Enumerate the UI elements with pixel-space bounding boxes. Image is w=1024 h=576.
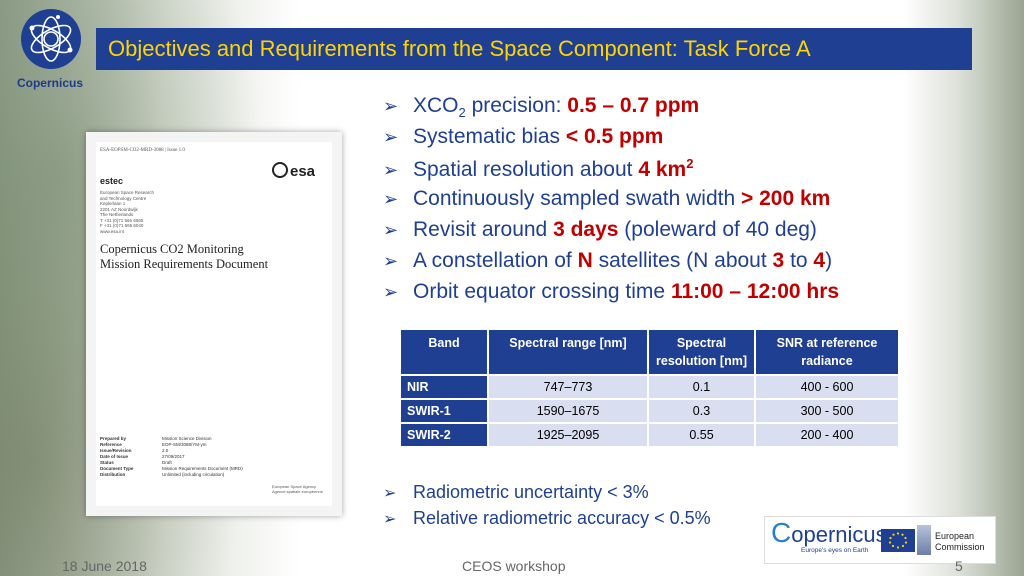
ec-building-icon bbox=[917, 525, 931, 555]
copernicus-tagline: Europe's eyes on Earth bbox=[801, 547, 869, 554]
arrow-bullet-icon: ➢ bbox=[383, 127, 399, 147]
arrow-bullet-icon: ➢ bbox=[383, 220, 399, 240]
ec-label: European Commission bbox=[935, 531, 985, 552]
header-spectral-resolution: Spectral resolution [nm] bbox=[647, 328, 756, 376]
bullet-radiometric-uncertainty: ➢ Radiometric uncertainty < 3% bbox=[383, 482, 649, 502]
bullet-revisit: ➢ Revisit around 3 days (poleward of 40 d… bbox=[383, 218, 817, 241]
arrow-bullet-icon: ➢ bbox=[383, 511, 397, 528]
background-right bbox=[904, 0, 1024, 576]
doc-meta: Prepared by Reference Issue/Revision Date o… bbox=[100, 436, 243, 477]
logo-label: Copernicus bbox=[16, 76, 83, 90]
doc-title-line1: Copernicus CO2 Monitoring bbox=[100, 242, 244, 256]
arrow-bullet-icon: ➢ bbox=[383, 485, 397, 502]
header-band: Band bbox=[399, 328, 489, 376]
esa-logo: esa bbox=[272, 162, 315, 180]
bullet-swath: ➢ Continuously sampled swath width > 200 … bbox=[383, 187, 831, 210]
bullet-orbit: ➢ Orbit equator crossing time 11:00 – 12:… bbox=[383, 280, 840, 303]
bullet-constellation: ➢ A constellation of N satellites (N abou… bbox=[383, 249, 833, 272]
doc-footer-note: European Space Agency Agence spatiale eur… bbox=[272, 484, 323, 494]
arrow-bullet-icon: ➢ bbox=[383, 251, 399, 271]
bullet-relative-accuracy: ➢ Relative radiometric accuracy < 0.5% bbox=[383, 508, 711, 528]
footer-date: 18 June 2018 bbox=[62, 558, 147, 574]
doc-address: European Space Research and Technology Ce… bbox=[100, 190, 155, 234]
header-snr: SNR at reference radiance bbox=[754, 328, 900, 376]
spectral-bands-table: Band Spectral range [nm] Spectral resolu… bbox=[399, 328, 900, 448]
eu-flag-icon bbox=[881, 529, 915, 552]
footer-event: CEOS workshop bbox=[462, 558, 566, 574]
arrow-bullet-icon: ➢ bbox=[383, 160, 399, 180]
title-bar: Objectives and Requirements from the Spa… bbox=[96, 28, 972, 70]
footer-page-number: 5 bbox=[955, 558, 963, 574]
partner-logos: Copernicus Europe's eyes on Earth Europe… bbox=[764, 516, 996, 564]
esa-mark-icon bbox=[272, 162, 288, 178]
document-page: ESA-EOPSM-CO2-MRD-3088 | Issue 1.0 esa e… bbox=[96, 142, 332, 506]
table-header-row: Band Spectral range [nm] Spectral resolu… bbox=[399, 328, 900, 376]
arrow-bullet-icon: ➢ bbox=[383, 282, 399, 302]
copernicus-logo-icon bbox=[21, 9, 81, 69]
arrow-bullet-icon: ➢ bbox=[383, 96, 399, 116]
table-row: SWIR-1 1590–1675 0.3 300 - 500 bbox=[399, 398, 900, 424]
doc-title: Copernicus CO2 Monitoring Mission Requir… bbox=[100, 242, 268, 272]
table-row: SWIR-2 1925–2095 0.55 200 - 400 bbox=[399, 422, 900, 448]
header-spectral-range: Spectral range [nm] bbox=[487, 328, 649, 376]
copernicus-wordmark: Copernicus bbox=[771, 517, 887, 548]
table-row: NIR 747–773 0.1 400 - 600 bbox=[399, 374, 900, 400]
bullet-precision: ➢ XCO2 precision: 0.5 – 0.7 ppm bbox=[383, 94, 700, 121]
doc-title-line2: Mission Requirements Document bbox=[100, 257, 269, 271]
bullet-spatial-resolution: ➢ Spatial resolution about 4 km2 bbox=[383, 156, 694, 181]
esa-brand: esa bbox=[290, 163, 316, 180]
bullet-bias: ➢ Systematic bias < 0.5 ppm bbox=[383, 125, 664, 148]
doc-org: estec bbox=[100, 176, 124, 186]
page-title: Objectives and Requirements from the Spa… bbox=[108, 36, 811, 61]
document-thumbnail: ESA-EOPSM-CO2-MRD-3088 | Issue 1.0 esa e… bbox=[86, 132, 342, 516]
copernicus-c-icon: C bbox=[771, 517, 792, 548]
arrow-bullet-icon: ➢ bbox=[383, 189, 399, 209]
doc-ref-line: ESA-EOPSM-CO2-MRD-3088 | Issue 1.0 bbox=[100, 148, 185, 153]
